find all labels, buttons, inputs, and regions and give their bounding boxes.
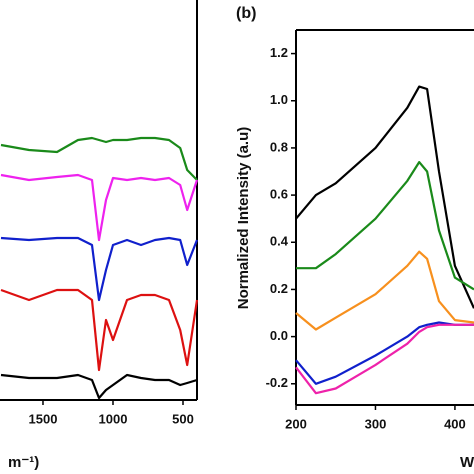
series-line <box>0 373 198 400</box>
series-line <box>0 236 199 302</box>
series-line <box>0 136 198 181</box>
y-tick-label: 0.2 <box>270 281 288 296</box>
x-tick-label: 200 <box>285 416 307 431</box>
x-tick-label: 1500 <box>29 411 58 426</box>
y-tick-label: 0.6 <box>270 187 288 202</box>
y-tick-label: 1.2 <box>270 45 288 60</box>
y-axis-label: Normalized Intensity (a.u) <box>235 127 252 310</box>
y-tick-label: 0.0 <box>270 328 288 343</box>
series-line <box>0 173 199 242</box>
x-tick-label: 300 <box>365 416 387 431</box>
x-axis-label: W <box>460 454 474 471</box>
y-tick-label: -0.2 <box>266 375 288 390</box>
x-axis-label: m⁻¹) <box>8 454 39 471</box>
y-tick-label: 1.0 <box>270 92 288 107</box>
y-tick-label: 0.4 <box>270 234 289 249</box>
x-tick-label: 1000 <box>99 411 128 426</box>
x-tick-label: 500 <box>172 411 194 426</box>
panel-label: (b) <box>236 5 256 22</box>
series-line <box>295 323 474 395</box>
series-line <box>296 161 474 291</box>
series-line <box>295 250 474 331</box>
series-line <box>295 85 474 309</box>
y-tick-label: 0.8 <box>270 139 288 154</box>
x-tick-label: 400 <box>444 416 466 431</box>
series-line <box>295 321 474 385</box>
series-line <box>0 288 199 372</box>
